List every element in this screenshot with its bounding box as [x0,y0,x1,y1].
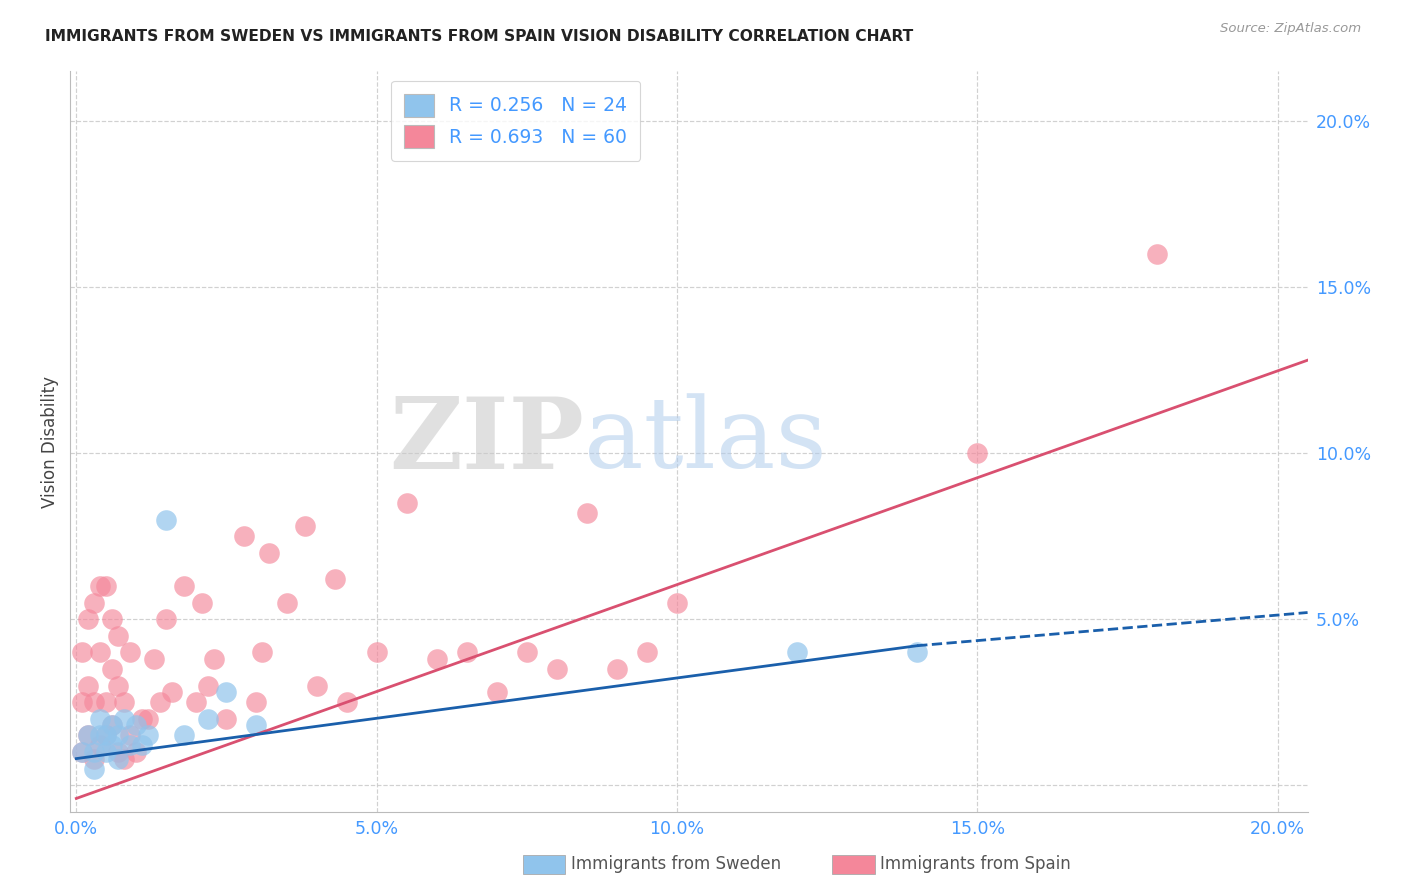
Point [215,712,238,726]
Point [173,579,195,593]
Point [89,739,111,753]
Point [276,596,298,610]
Point [89,645,111,659]
Point [107,728,129,742]
Point [245,695,267,709]
Point [173,728,195,742]
Text: Immigrants from Spain: Immigrants from Spain [880,855,1071,873]
Point [966,446,988,460]
Point [143,652,166,666]
Point [125,718,148,732]
Point [107,745,129,759]
Text: Immigrants from Sweden: Immigrants from Sweden [571,855,780,873]
Point [101,718,124,732]
Point [89,579,111,593]
Point [1146,247,1168,261]
Point [905,645,928,659]
Y-axis label: Vision Disability: Vision Disability [41,376,59,508]
Point [395,496,418,510]
Point [294,519,316,533]
Text: IMMIGRANTS FROM SWEDEN VS IMMIGRANTS FROM SPAIN VISION DISABILITY CORRELATION CH: IMMIGRANTS FROM SWEDEN VS IMMIGRANTS FRO… [45,29,914,44]
Point [96,579,118,593]
Point [215,685,238,699]
Point [72,745,94,759]
Point [83,596,105,610]
Point [101,718,124,732]
Point [665,596,688,610]
Point [125,745,148,759]
Point [83,745,105,759]
Point [155,512,177,526]
Point [336,695,359,709]
Point [89,728,111,742]
Point [426,652,449,666]
Point [131,712,153,726]
Point [233,529,256,543]
Point [83,751,105,765]
Point [323,572,346,586]
Point [257,546,280,560]
Point [162,685,184,699]
Point [112,751,135,765]
Point [112,695,135,709]
Point [101,662,124,676]
Point [155,612,177,626]
Point [72,745,94,759]
Point [107,629,129,643]
Point [516,645,538,659]
Point [149,695,172,709]
Point [89,712,111,726]
Point [204,652,226,666]
Point [107,751,129,765]
Point [186,695,208,709]
Point [366,645,388,659]
Point [77,612,100,626]
Point [786,645,808,659]
Point [77,679,100,693]
Point [112,712,135,726]
Point [546,662,568,676]
Point [83,695,105,709]
Point [305,679,328,693]
Point [485,685,508,699]
Point [107,679,129,693]
Point [456,645,478,659]
Point [101,612,124,626]
Point [83,762,105,776]
Text: Source: ZipAtlas.com: Source: ZipAtlas.com [1220,22,1361,36]
Point [138,728,160,742]
Point [191,596,214,610]
Point [606,662,628,676]
Point [636,645,658,659]
Point [120,739,142,753]
Point [252,645,274,659]
Point [197,679,219,693]
Point [120,728,142,742]
Point [120,645,142,659]
Legend: R = 0.256   N = 24, R = 0.693   N = 60: R = 0.256 N = 24, R = 0.693 N = 60 [391,81,640,161]
Point [96,695,118,709]
Point [77,728,100,742]
Point [96,728,118,742]
Point [101,739,124,753]
Point [131,739,153,753]
Point [245,718,267,732]
Point [96,728,118,742]
Text: ZIP: ZIP [389,393,583,490]
Point [575,506,598,520]
Point [72,645,94,659]
Point [197,712,219,726]
Point [77,728,100,742]
Point [96,745,118,759]
Point [138,712,160,726]
Text: atlas: atlas [583,393,827,490]
Point [72,695,94,709]
